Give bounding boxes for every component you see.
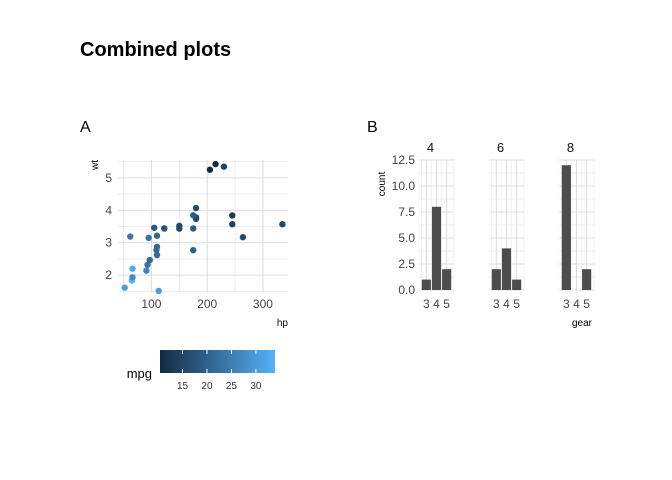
x-tick-label: 3 [423, 297, 430, 311]
x-tick-label: 4 [573, 297, 580, 311]
legend-title: mpg [127, 366, 152, 381]
scatter-point [206, 166, 214, 173]
scatter-point [146, 256, 153, 264]
scatter-point [153, 232, 161, 239]
y-tick-label: 4 [105, 203, 112, 217]
scatter-point [190, 225, 197, 232]
scatter-point [153, 246, 160, 254]
x-tick-label: 200 [197, 297, 217, 311]
y-tick-label: 2 [105, 268, 112, 282]
scatter-point [176, 225, 183, 232]
panel-label-b: B [367, 119, 378, 136]
legend-tick-label: 15 [177, 381, 189, 392]
scatter-point [229, 212, 236, 219]
x-tick-label: 4 [433, 297, 440, 311]
bar-gear-4 [431, 206, 442, 290]
x-axis-title: gear [572, 318, 593, 329]
legend-tick-label: 20 [201, 381, 213, 392]
facet-strip-label: 8 [567, 140, 574, 155]
x-tick-label: 5 [443, 297, 450, 311]
scatter-point [129, 274, 136, 281]
y-tick-label: 5 [105, 171, 112, 185]
scatter-panel: 100 200 300 2 3 4 5 hp wt [90, 160, 288, 329]
y-axis-title: wt [90, 160, 101, 171]
facet-strip-label: 6 [497, 140, 504, 155]
y-tick-label: 5.0 [398, 231, 415, 245]
legend-tick-label: 25 [226, 381, 238, 392]
scatter-point [143, 267, 150, 274]
scatter-point [127, 233, 134, 240]
legend-tick-label: 30 [250, 381, 262, 392]
facet-4: 43 4 5 [419, 140, 455, 311]
bar-gear-5 [512, 279, 522, 290]
scatter-point [190, 212, 197, 219]
colorbar [160, 350, 275, 373]
x-axis-title: hp [277, 318, 289, 329]
scatter-point [212, 160, 219, 168]
x-tick-label: 3 [563, 297, 570, 311]
bar-gear-4 [501, 248, 512, 290]
scatter-point [121, 284, 128, 291]
scatter-point [229, 221, 236, 228]
facet-6: 6 3 4 5 [489, 140, 525, 311]
x-tick-label: 4 [503, 297, 510, 311]
bar-gear-5 [582, 269, 592, 290]
scatter-point [145, 234, 152, 242]
panel-label-a: A [80, 119, 91, 136]
scatter-point [239, 234, 247, 241]
bar-gear-3 [491, 269, 501, 290]
scatter-point [192, 204, 200, 212]
y-tick-label: 12.5 [392, 153, 416, 167]
scatter-point [220, 163, 228, 170]
x-tick-label: 3 [493, 297, 500, 311]
scatter-point [155, 287, 162, 295]
bar-gear-3 [561, 165, 571, 290]
scatter-point [153, 251, 161, 259]
figure-title: Combined plots [80, 39, 231, 61]
facet-8: 8 3 4 5 [559, 140, 595, 311]
scatter-point [279, 221, 286, 228]
bar-gear-3 [421, 279, 431, 290]
scatter-point [161, 225, 168, 232]
bar-gear-5 [442, 269, 452, 290]
y-tick-label: 7.5 [398, 205, 415, 219]
colorbar-legend: mpg 15 20 25 30 [127, 350, 275, 392]
x-tick-label: 100 [141, 297, 161, 311]
x-tick-label: 5 [513, 297, 520, 311]
y-axis-title: count [377, 172, 388, 197]
x-tick-label: 5 [583, 297, 590, 311]
scatter-point [151, 224, 158, 231]
y-tick-label: 10.0 [392, 179, 416, 193]
y-tick-label: 3 [105, 236, 112, 250]
y-tick-label: 2.5 [398, 257, 415, 271]
scatter-point [129, 265, 136, 272]
y-tick-label: 0.0 [398, 283, 415, 297]
scatter-point [190, 246, 197, 254]
x-tick-label: 300 [253, 297, 273, 311]
facet-strip-label: 4 [427, 140, 434, 155]
